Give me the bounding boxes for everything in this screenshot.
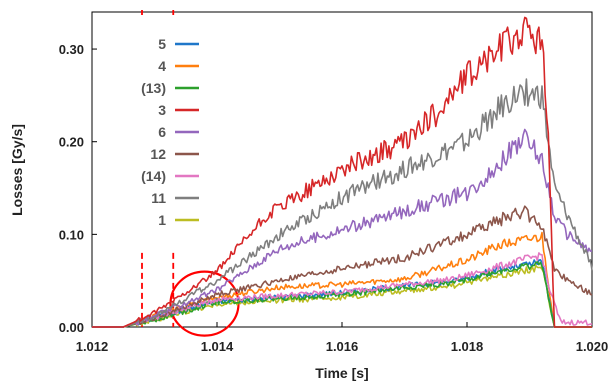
legend-label: 12 <box>150 146 166 162</box>
x-tick-label: 1.020 <box>576 339 609 354</box>
legend-label: 3 <box>158 102 166 118</box>
x-tick-label: 1.018 <box>451 339 484 354</box>
x-axis-label: Time [s] <box>315 365 368 381</box>
series-line-14 <box>92 252 593 328</box>
x-axis-ticks: 1.012 1.014 1.016 1.018 1.020 <box>76 322 609 354</box>
legend-label: 1 <box>158 212 166 228</box>
series-line-3 <box>92 16 592 328</box>
legend-label: 11 <box>151 190 166 206</box>
series-line-11 <box>92 78 593 328</box>
y-tick-label: 0.20 <box>59 135 84 150</box>
y-axis-label: Losses [Gy/s] <box>9 124 25 216</box>
x-tick-label: 1.016 <box>326 339 359 354</box>
plot-area-frame <box>91 11 593 328</box>
x-tick-label: 1.012 <box>76 339 109 354</box>
y-tick-label: 0.10 <box>59 227 84 242</box>
legend-label: 4 <box>158 58 166 74</box>
legend-label: (13) <box>141 80 166 96</box>
series-line-12 <box>92 205 593 328</box>
legend-label: 6 <box>158 124 166 140</box>
y-tick-label: 0.30 <box>59 42 84 57</box>
y-tick-label: 0.00 <box>59 320 84 335</box>
series-lines <box>92 16 593 328</box>
legend-label: 5 <box>158 36 166 52</box>
x-tick-label: 1.014 <box>201 339 234 354</box>
legend-label: (14) <box>141 168 166 184</box>
y-axis-ticks: 0.00 0.10 0.20 0.30 <box>59 42 97 335</box>
